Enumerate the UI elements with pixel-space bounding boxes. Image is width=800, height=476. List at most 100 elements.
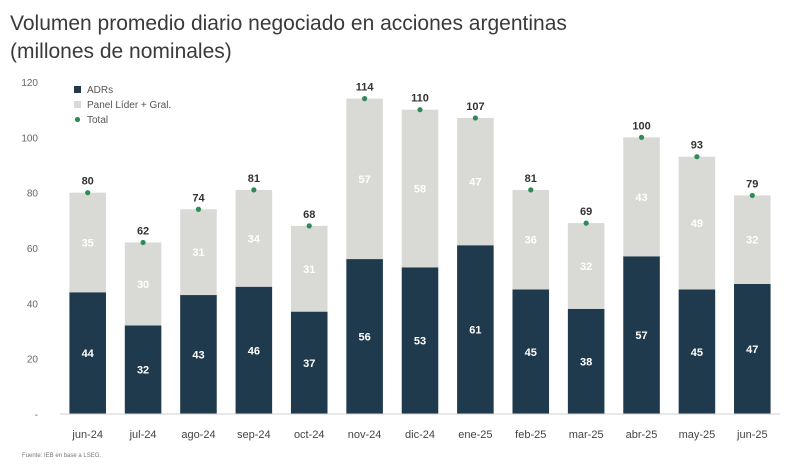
source-note: Fuente: IEB en base a LSEG. (22, 453, 102, 459)
total-label: 110 (411, 93, 429, 105)
x-tick-label: may-25 (679, 429, 716, 441)
bar-panel (69, 192, 106, 293)
legend-label: Total (87, 115, 108, 126)
y-axis: - 20 40 60 80 100 120 (21, 78, 38, 421)
total-label: 81 (248, 173, 260, 185)
bar-label-panel: 47 (469, 177, 481, 189)
bar-label-adrs: 44 (82, 348, 95, 360)
x-tick-label: oct-24 (294, 429, 325, 441)
y-tick-label: 60 (27, 244, 39, 255)
bar-label-adrs: 57 (635, 330, 647, 342)
bar-adrs (124, 325, 162, 414)
bar-label-adrs: 32 (137, 365, 149, 377)
bar-label-adrs: 38 (580, 356, 592, 368)
bar-panel (678, 156, 716, 290)
bar-label-panel: 31 (192, 247, 204, 259)
y-tick-label: 40 (27, 299, 39, 310)
title-line-2: (millones de nominales) (10, 40, 232, 63)
legend: ADRs Panel Líder + Gral. Total (74, 85, 171, 126)
total-label: 81 (525, 173, 537, 185)
bar-adrs (623, 256, 660, 414)
legend-swatch (74, 101, 81, 108)
legend-label: ADRs (87, 85, 113, 96)
bar-label-panel: 43 (635, 192, 647, 204)
total-point (362, 96, 368, 102)
bar-adrs (290, 311, 328, 414)
total-label: 62 (137, 225, 149, 237)
total-point (583, 220, 589, 226)
bar-label-adrs: 45 (691, 347, 703, 359)
total-point (251, 187, 257, 193)
bar-adrs (346, 259, 383, 414)
x-tick-label: dic-24 (405, 429, 435, 441)
bar-panel (180, 209, 217, 296)
y-tick-label: 100 (21, 133, 38, 144)
bar-adrs (567, 308, 605, 414)
bar-panel (235, 189, 273, 287)
total-label: 74 (192, 192, 205, 204)
total-label: 80 (82, 176, 94, 188)
bars: 44 35 80 32 30 62 43 31 74 46 34 81 37 31 68 56 57 114 53 5… (69, 82, 771, 414)
bar-label-panel: 32 (746, 235, 758, 247)
total-label: 93 (691, 140, 703, 152)
bar-label-panel: 35 (82, 237, 94, 249)
bar-label-adrs: 46 (248, 345, 260, 357)
bar-adrs (457, 245, 494, 414)
total-label: 69 (580, 206, 592, 218)
total-label: 100 (632, 120, 650, 132)
bar-label-panel: 30 (137, 279, 149, 291)
total-point (749, 192, 755, 199)
total-point (85, 190, 91, 196)
bar-panel (457, 117, 494, 246)
x-tick-label: nov-24 (348, 429, 382, 441)
total-label: 114 (356, 82, 375, 94)
bar-label-panel: 31 (303, 264, 315, 276)
bar-label-adrs: 56 (358, 332, 370, 344)
bar-panel (290, 225, 328, 312)
bar-adrs (401, 267, 439, 414)
x-tick-label: ago-24 (181, 429, 215, 441)
bar-label-panel: 34 (248, 233, 261, 245)
x-tick-label: jul-24 (129, 429, 157, 441)
title-line-1: Volumen promedio diario negociado en acc… (10, 12, 567, 35)
bar-panel (734, 195, 771, 284)
bar-label-panel: 36 (525, 235, 537, 247)
bar-panel (124, 242, 162, 326)
x-tick-label: ene-25 (458, 429, 492, 441)
bar-panel (401, 109, 439, 268)
bar-panel (512, 189, 550, 290)
bar-adrs (512, 289, 550, 414)
total-label: 68 (303, 209, 315, 221)
legend-swatch (74, 86, 81, 93)
bar-label-panel: 49 (691, 218, 703, 230)
y-tick-label: 20 (27, 355, 39, 366)
total-point (528, 187, 534, 193)
bar-label-adrs: 47 (746, 344, 758, 356)
x-tick-label: mar-25 (569, 429, 604, 441)
y-tick-label: - (35, 410, 38, 421)
bar-label-adrs: 61 (469, 325, 481, 337)
legend-marker (74, 116, 81, 123)
bar-label-panel: 57 (358, 174, 370, 186)
total-point (472, 115, 478, 121)
x-tick-label: jun-25 (736, 429, 768, 441)
bar-adrs (678, 289, 716, 414)
bar-adrs (734, 283, 771, 414)
bar-adrs (69, 292, 106, 414)
bar-panel (346, 98, 383, 260)
x-tick-label: jun-24 (71, 429, 103, 441)
chart-title: Volumen promedio diario negociado en acc… (10, 10, 567, 66)
bar-label-adrs: 37 (303, 358, 315, 370)
total-point (140, 239, 146, 246)
total-label: 107 (466, 101, 484, 113)
bar-panel (567, 223, 605, 309)
total-point (694, 154, 700, 160)
bar-label-panel: 32 (580, 261, 592, 273)
x-tick-label: feb-25 (515, 429, 546, 441)
bar-adrs (180, 295, 217, 414)
x-tick-label: abr-25 (626, 429, 658, 441)
total-point (195, 206, 202, 212)
x-axis: jun-24 jul-24 ago-24 sep-24 oct-24 nov-24 dic-… (60, 413, 780, 441)
legend-label: Panel Líder + Gral. (87, 100, 171, 111)
